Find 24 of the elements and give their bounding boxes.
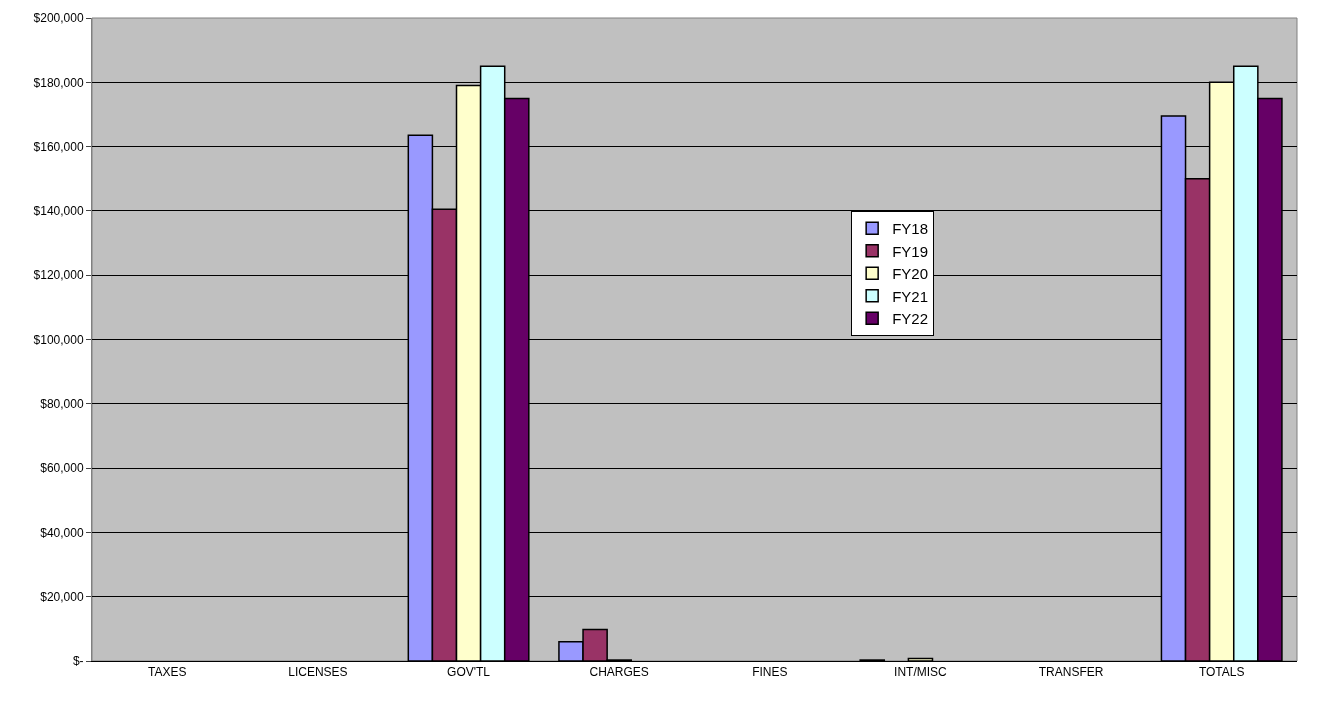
x-tick-label: GOV'TL [447,665,491,680]
y-tick-label: $80,000 [40,397,84,411]
y-tick-label: $20,000 [40,589,84,604]
y-tick-label: $200,000 [33,11,84,26]
y-tick-label: $60,000 [40,461,84,476]
legend-label: FY18 [892,220,929,237]
legend-label: FY19 [892,242,929,260]
x-tick-label: TAXES [148,665,187,680]
y-tick-label: $100,000 [33,332,84,347]
y-tick-label: $40,000 [40,525,84,540]
x-tick-label: CHARGES [589,665,649,680]
legend-label: FY21 [892,287,929,305]
y-tick-label: $- [72,654,84,669]
y-tick-label: $160,000 [33,139,84,154]
x-tick-label: INT/MISC [894,665,948,680]
legend-label: FY22 [892,310,929,327]
legend-label: FY20 [892,265,929,282]
x-tick-label: LICENSES [288,665,348,680]
x-tick-label: TRANSFER [1038,665,1104,680]
x-tick-label: FINES [752,665,788,680]
y-tick-label: $140,000 [33,204,84,219]
x-tick-label: TOTALS [1198,665,1245,680]
y-tick-label: $120,000 [33,268,84,283]
y-tick-label: $180,000 [33,75,84,90]
